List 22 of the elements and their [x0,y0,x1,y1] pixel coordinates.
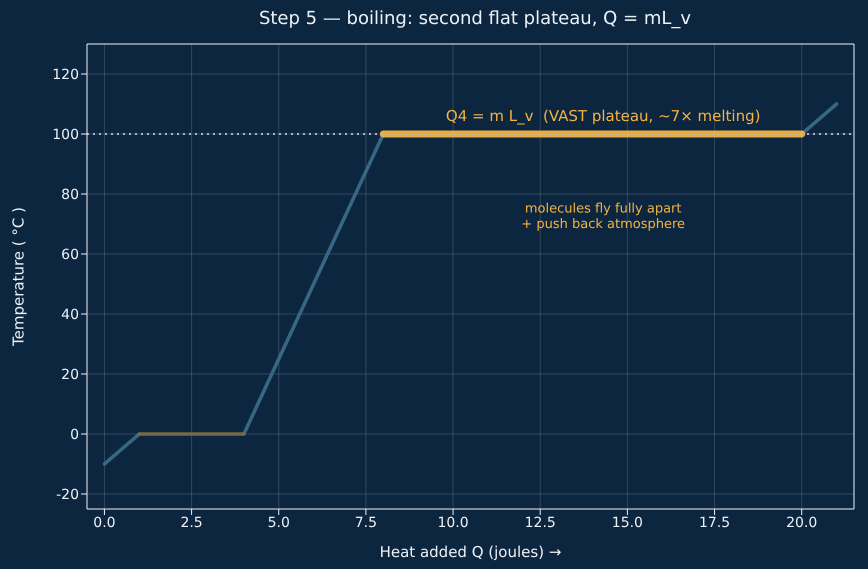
x-tick-label: 0.0 [93,514,116,531]
y-tick-label: 60 [61,246,79,263]
x-tick-label: 12.5 [524,514,556,531]
x-tick-label: 20.0 [786,514,818,531]
x-axis-title: Heat added Q (joules) → [380,543,562,561]
y-tick-label: 100 [52,126,79,143]
annotation: Q4 = m L_v (VAST plateau, ~7× melting) [446,107,760,126]
y-tick-label: 20 [61,366,79,383]
y-axis-title: Temperature ( °C ) [9,207,28,347]
y-tick-label: -20 [56,486,79,503]
y-tick-label: 120 [52,66,79,83]
x-tick-label: 7.5 [354,514,378,531]
annotation: molecules fly fully apart + push back atmosphere [521,200,686,232]
x-tick-label: 5.0 [268,514,290,531]
x-tick-label: 17.5 [698,514,730,531]
y-tick-label: 0 [70,426,79,443]
x-tick-label: 10.0 [437,514,469,531]
chart-title: Step 5 — boiling: second flat plateau, Q = mL_v [258,8,692,29]
y-tick-label: 80 [61,186,79,203]
x-tick-label: 15.0 [612,514,643,531]
x-tick-label: 2.5 [180,514,203,531]
y-tick-label: 40 [61,306,79,323]
